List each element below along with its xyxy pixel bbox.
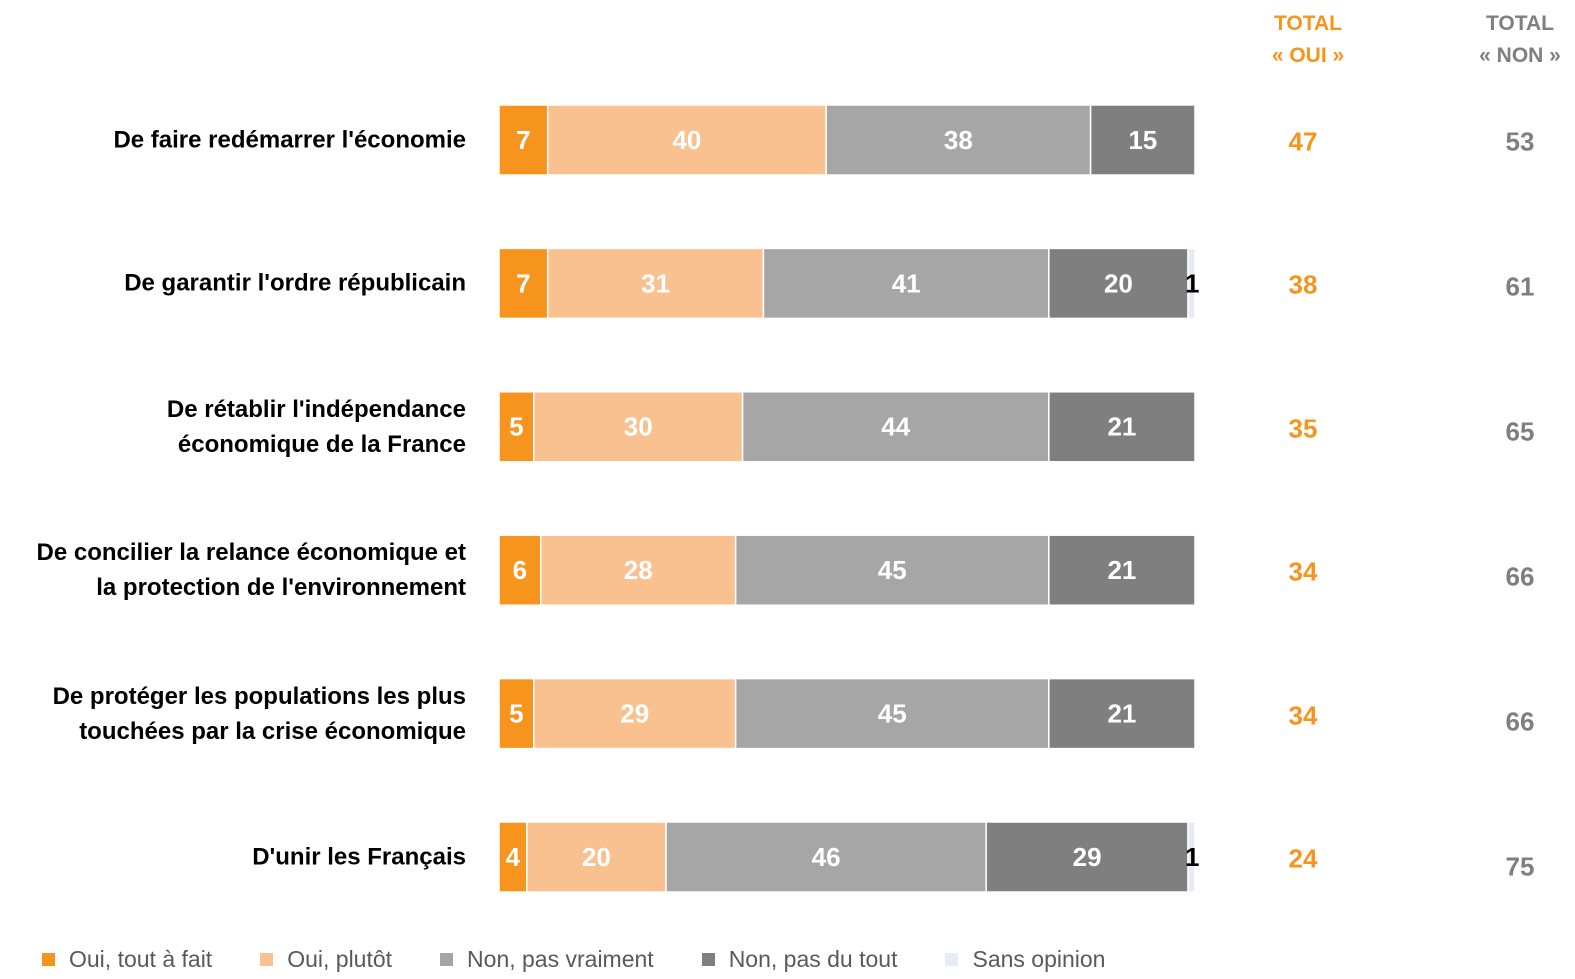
total-header: TOTAL « NON »	[1479, 12, 1561, 67]
total-value: 24	[1288, 843, 1318, 874]
bar-segment	[546, 104, 827, 176]
bar-segment	[498, 247, 549, 320]
data-label: 21	[1107, 698, 1136, 728]
data-label: 29	[620, 698, 649, 728]
data-label: 31	[641, 268, 670, 298]
legend-swatch	[260, 953, 274, 966]
data-label: 1	[1185, 268, 1199, 298]
data-label: 1	[1185, 842, 1199, 872]
legend-item: Sans opinion	[945, 946, 1105, 973]
bar-segment	[1048, 247, 1189, 320]
total-value: 65	[1505, 416, 1535, 447]
bar-segment	[498, 534, 542, 606]
total-value: 34	[1288, 700, 1318, 731]
bar-segment	[533, 391, 744, 463]
total-value: 38	[1288, 269, 1318, 300]
data-label: 7	[516, 125, 530, 155]
legend-label: Non, pas vraiment	[467, 946, 654, 972]
data-label: 29	[1073, 842, 1102, 872]
total-value: 61	[1505, 271, 1535, 302]
category-label: De garantir l'ordre républicain	[124, 269, 466, 297]
category-label: De protéger les populations les plus tou…	[52, 682, 466, 745]
legend-item: Oui, tout à fait	[42, 946, 212, 973]
bar-segment	[734, 534, 1050, 606]
legend-label: Oui, tout à fait	[69, 946, 213, 972]
data-label: 40	[672, 125, 701, 155]
bar-segment	[825, 104, 1092, 176]
data-label: 21	[1107, 412, 1136, 442]
legend-label: Non, pas du tout	[728, 946, 898, 972]
legend-swatch	[701, 953, 715, 966]
legend-swatch	[42, 953, 55, 966]
total-value: 75	[1505, 851, 1535, 881]
total-value: 66	[1505, 706, 1535, 737]
bar-segment	[526, 821, 667, 893]
data-label: 20	[1104, 268, 1133, 298]
legend-label: Sans opinion	[972, 946, 1106, 972]
data-label: 21	[1107, 555, 1136, 585]
total-value: 35	[1288, 413, 1318, 444]
legend-label: Oui, plutôt	[287, 946, 393, 972]
data-label: 5	[509, 698, 523, 728]
bar-segment	[498, 677, 535, 750]
category-label: De rétablir l'indépendance économique de…	[166, 395, 466, 458]
legend-item: Oui, plutôt	[260, 946, 392, 973]
bar-segment	[665, 821, 987, 893]
bar-segment	[741, 391, 1050, 463]
legend-swatch	[440, 953, 454, 966]
data-label: 6	[513, 555, 527, 585]
total-value: 53	[1505, 126, 1535, 157]
total-value: 66	[1505, 561, 1535, 592]
data-label: 38	[944, 125, 973, 155]
category-label: De faire redémarrer l'économie	[113, 126, 466, 154]
total-value: 34	[1288, 556, 1318, 587]
bar-segment	[533, 677, 737, 750]
data-label: 7	[516, 268, 530, 298]
bar-segment	[734, 677, 1050, 750]
data-label: 28	[624, 555, 653, 585]
bar-segment	[498, 391, 535, 463]
legend-swatch	[945, 953, 959, 966]
bar-segment	[540, 534, 737, 606]
legend-item: Non, pas du tout	[701, 946, 898, 973]
total-value: 47	[1288, 126, 1318, 157]
bar-segment	[1048, 534, 1196, 606]
data-label: 15	[1128, 125, 1157, 155]
data-label: 41	[892, 268, 921, 298]
total-header: TOTAL « OUI »	[1271, 12, 1345, 67]
category-label: De concilier la relance économique et la…	[36, 539, 467, 602]
bar-segment	[985, 821, 1189, 893]
category-label: D'unir les Français	[252, 843, 466, 871]
data-label: 5	[509, 412, 523, 442]
bar-segment	[1187, 821, 1196, 893]
bar-segment	[546, 247, 765, 320]
data-label: 4	[506, 842, 521, 872]
bar-segment	[498, 104, 549, 176]
legend-item: Non, pas vraiment	[440, 946, 654, 973]
data-label: 30	[624, 412, 653, 442]
data-label: 44	[881, 412, 910, 442]
bar-segment	[1048, 677, 1196, 750]
data-label: 46	[812, 842, 841, 872]
data-label: 20	[582, 842, 611, 872]
legend: Oui, tout à fait Oui, plutôt Non, pas vrai…	[42, 946, 1153, 973]
data-label: 45	[878, 698, 907, 728]
bar-segment	[1187, 247, 1196, 320]
bar-segment	[1089, 104, 1196, 176]
bar-segment	[498, 821, 528, 893]
bar-segment	[1048, 391, 1196, 463]
data-label: 45	[878, 555, 907, 585]
